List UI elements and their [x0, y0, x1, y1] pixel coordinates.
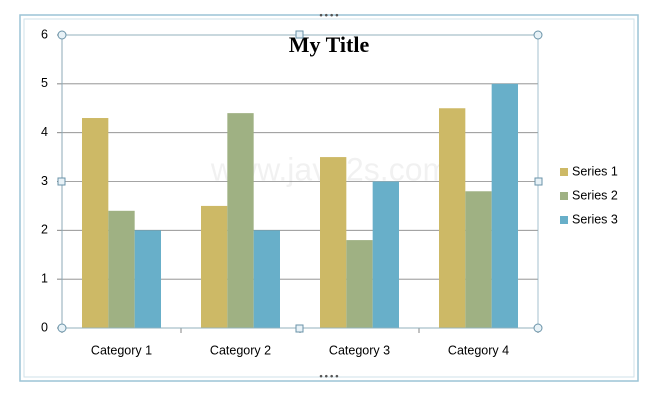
legend-swatch — [560, 192, 568, 200]
y-tick-label: 1 — [41, 271, 48, 285]
bar — [201, 205, 228, 328]
bar — [82, 118, 109, 329]
y-tick-label: 3 — [41, 174, 48, 188]
bar — [227, 113, 254, 328]
bar — [465, 191, 492, 328]
x-tick-label: Category 4 — [448, 343, 509, 357]
legend-label: Series 1 — [572, 164, 618, 178]
bar — [372, 181, 399, 328]
plot: 0 1 2 3 4 5 6 Category 1 Category 2 Category 3 Cat… — [41, 27, 539, 357]
bar — [439, 108, 466, 328]
y-tick-label: 0 — [41, 320, 48, 334]
legend-label: Series 2 — [572, 188, 618, 202]
x-tick-label: Category 2 — [210, 343, 271, 357]
handle: •••• — [318, 12, 339, 22]
selection-handles — [57, 30, 543, 333]
legend-swatch — [560, 168, 568, 176]
legend-swatch — [560, 216, 568, 224]
legend-label: Series 3 — [572, 212, 618, 226]
y-tick-label: 6 — [41, 27, 48, 41]
handle: •••• — [318, 373, 339, 383]
y-tick-label: 4 — [41, 125, 48, 139]
bar — [320, 157, 347, 328]
frame-inner — [23, 18, 635, 378]
x-tick-label: Category 3 — [329, 343, 390, 357]
bar — [253, 230, 280, 328]
bar — [134, 230, 161, 328]
bar — [491, 83, 518, 328]
y-tick-label: 2 — [41, 223, 48, 237]
x-tick-label: Category 1 — [91, 343, 152, 357]
bar — [108, 210, 135, 328]
y-tick-label: 5 — [41, 76, 48, 90]
bar — [346, 240, 373, 328]
frame — [19, 14, 639, 382]
